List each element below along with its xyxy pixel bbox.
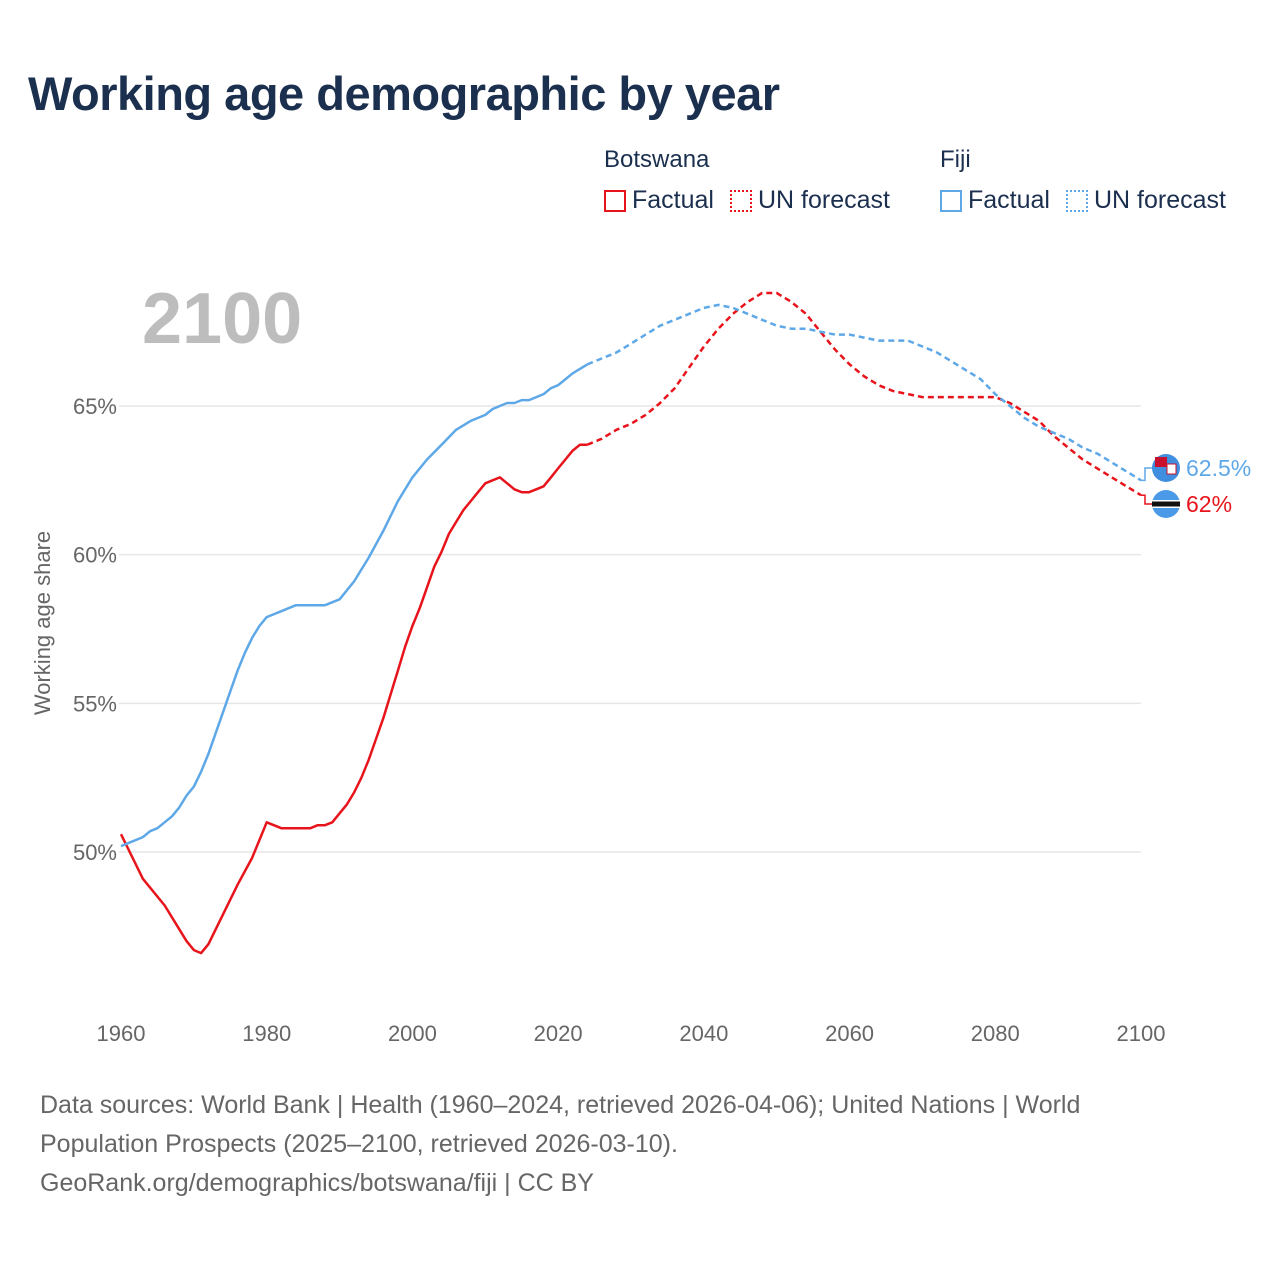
footer-link[interactable]: GeoRank.org/demographics/botswana/fiji |… [40, 1169, 594, 1197]
footer-line: Population Prospects (2025–2100, retriev… [40, 1130, 678, 1158]
x-tick-label: 2100 [1117, 1021, 1166, 1046]
legend-group-title: Botswana [604, 146, 710, 173]
legend-swatch-solid-icon [940, 189, 962, 212]
legend-item-botswana-forecast[interactable]: UN forecast [729, 186, 890, 215]
chart-title: Working age demographic by year [28, 67, 780, 120]
legend-item-label: UN forecast [1093, 186, 1226, 214]
fiji-flag-icon [1152, 454, 1180, 482]
legend-group-botswana: Botswana Factual UN forecast [604, 146, 906, 215]
footer-line: Data sources: World Bank | Health (1960–… [40, 1091, 1081, 1119]
x-tick-label: 2080 [971, 1021, 1020, 1046]
x-tick-label: 1980 [242, 1021, 291, 1046]
legend-swatch-solid-icon [604, 189, 626, 212]
legend-item-botswana-factual[interactable]: Factual [604, 186, 714, 215]
legend-swatch-dotted-icon [1065, 189, 1088, 212]
legend-item-label: UN forecast [757, 186, 890, 214]
fiji-end-value-label: 62.5% [1186, 455, 1251, 481]
legend-item-fiji-factual[interactable]: Factual [940, 186, 1050, 215]
x-tick-label: 2000 [388, 1021, 437, 1046]
y-tick-label: 60% [73, 543, 117, 568]
x-tick-label: 2040 [679, 1021, 728, 1046]
legend-item-label: Factual [632, 186, 714, 214]
botswana-flag-icon [1152, 490, 1180, 518]
legend-swatch-dotted-icon [729, 189, 752, 212]
flag-band [1152, 501, 1180, 507]
x-tick-label: 2020 [534, 1021, 583, 1046]
botswana-forecast-line [586, 291, 1142, 497]
year-watermark: 2100 [142, 279, 302, 359]
legend-item-fiji-forecast[interactable]: UN forecast [1065, 186, 1226, 215]
data-source-footer: Data sources: World Bank | Health (1960–… [40, 1086, 1240, 1203]
flag-shield [1166, 463, 1177, 475]
fiji-forecast-line [586, 303, 1142, 482]
y-axis-label: Working age share [30, 531, 55, 715]
flag-union-jack [1155, 457, 1167, 467]
legend-group-title: Fiji [940, 146, 971, 173]
legend-item-label: Factual [968, 186, 1050, 214]
y-tick-label: 55% [73, 691, 117, 716]
legend-group-fiji: Fiji Factual UN forecast [940, 146, 1226, 215]
botswana-leader-line [1141, 494, 1153, 505]
fiji-factual-line [120, 363, 588, 848]
y-tick-label: 65% [73, 394, 117, 419]
line-chart: 2100 50% 55% 60% 65% 1960 1980 2000 2020 2040 20… [30, 279, 1251, 1046]
y-tick-label: 50% [73, 840, 117, 865]
x-tick-label: 1960 [97, 1021, 146, 1046]
x-tick-label: 2060 [825, 1021, 874, 1046]
botswana-factual-line [119, 443, 588, 955]
fiji-leader-line [1141, 467, 1153, 482]
botswana-end-value-label: 62% [1186, 491, 1232, 517]
